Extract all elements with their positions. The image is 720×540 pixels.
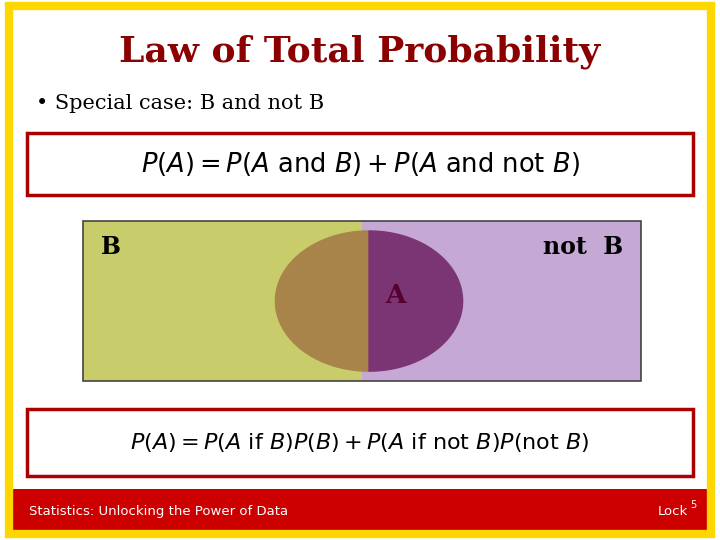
Bar [9, 489, 711, 534]
Bar [362, 221, 641, 381]
Text: $\it{P}(\it{A}) = \it{P}(\it{A}\ \mathrm{if}\ \it{B})\it{P}(\it{B}) + \it{P}(\it: $\it{P}(\it{A}) = \it{P}(\it{A}\ \mathrm… [130, 431, 590, 454]
Bar [83, 221, 641, 381]
Text: • Special case: B and not B: • Special case: B and not B [36, 94, 324, 113]
Text: B: B [101, 235, 121, 259]
Text: 5: 5 [690, 500, 696, 510]
Text: Law of Total Probability: Law of Total Probability [120, 34, 600, 69]
Text: A: A [385, 283, 405, 308]
Bar [83, 221, 362, 381]
Bar [27, 409, 693, 476]
Text: not  B: not B [543, 235, 623, 259]
Polygon shape [276, 231, 369, 371]
Text: $\it{P}(\it{A}) = \it{P}(\it{A}\ \mathrm{and}\ \it{B}) + \it{P}(\it{A}\ \mathrm{: $\it{P}(\it{A}) = \it{P}(\it{A}\ \mathrm… [140, 151, 580, 178]
Text: Statistics: Unlocking the Power of Data: Statistics: Unlocking the Power of Data [29, 505, 288, 518]
Bar [27, 133, 693, 195]
Text: Lock: Lock [657, 505, 688, 518]
Polygon shape [369, 231, 462, 371]
